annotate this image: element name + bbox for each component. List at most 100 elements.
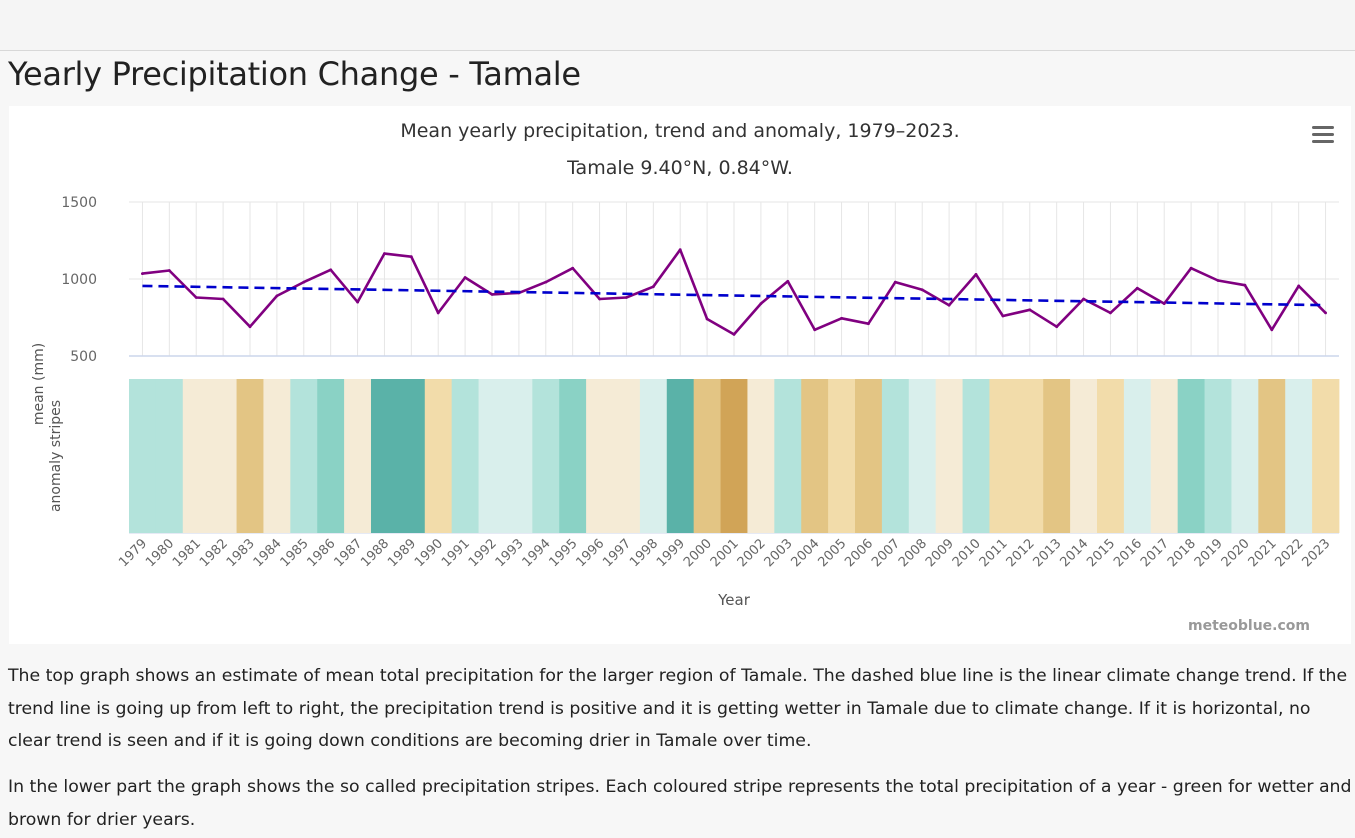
- x-tick-label: 1987: [331, 536, 365, 570]
- x-tick-label: 2001: [708, 536, 742, 570]
- anomaly-stripe-2017: [1150, 379, 1179, 533]
- x-tick-label: 2018: [1165, 536, 1199, 570]
- x-tick-label: 1997: [600, 536, 634, 570]
- mean-point-2010: [974, 273, 978, 276]
- series-layer: [141, 248, 1327, 336]
- mean-point-2015: [1109, 311, 1112, 315]
- anomaly-stripe-2021: [1258, 379, 1286, 533]
- anomaly-stripe-1996: [586, 379, 614, 533]
- mean-point-2003: [786, 279, 790, 283]
- stripes-axis-label: anomaly stripes: [48, 400, 64, 512]
- anomaly-stripe-2000: [693, 379, 721, 533]
- mean-point-2012: [1028, 308, 1032, 312]
- anomaly-stripe-2019: [1204, 379, 1232, 533]
- x-tick-label: 2015: [1084, 536, 1118, 570]
- mean-point-2013: [1055, 325, 1059, 329]
- anomaly-stripe-1988: [371, 379, 399, 533]
- x-tick-label: 2012: [1004, 536, 1038, 570]
- mean-point-1998: [651, 285, 655, 289]
- trend-line: [142, 284, 1326, 307]
- anomaly-stripe-1993: [505, 379, 533, 533]
- x-tick-label: 2003: [762, 536, 796, 570]
- mean-point-2011: [1001, 314, 1005, 318]
- y-tick-label: 1000: [61, 272, 97, 288]
- chart-subtitle: Tamale 9.40°N, 0.84°W.: [566, 157, 793, 179]
- x-tick-label: 2009: [923, 536, 957, 570]
- mean-point-2021: [1270, 328, 1274, 332]
- anomaly-stripe-2001: [720, 379, 748, 533]
- x-tick-label: 1989: [385, 536, 419, 570]
- anomaly-stripe-1992: [478, 379, 506, 533]
- y-axis-label: mean (mm): [31, 343, 47, 425]
- mean-point-1991: [463, 276, 467, 279]
- credit-link[interactable]: meteoblue.com: [1188, 618, 1310, 634]
- anomaly-stripe-2008: [908, 379, 937, 533]
- mean-point-2008: [920, 288, 924, 292]
- y-tick-label: 1500: [61, 195, 97, 211]
- mean-point-2000: [705, 317, 709, 321]
- anomaly-stripes: [129, 379, 1340, 533]
- x-tick-label: 2007: [869, 536, 903, 570]
- mean-point-1983: [248, 325, 252, 329]
- x-tick-label: 2004: [789, 536, 823, 570]
- x-tick-label: 1994: [520, 536, 554, 570]
- x-tick-label: 1995: [547, 536, 581, 570]
- x-tick-label: 2002: [735, 536, 769, 570]
- mean-point-1988: [383, 252, 386, 256]
- mean-point-1989: [409, 255, 413, 259]
- x-tick-label: 2013: [1031, 536, 1065, 570]
- chart-container: Mean yearly precipitation, trend and ano…: [9, 106, 1351, 644]
- anomaly-stripe-2016: [1123, 379, 1152, 533]
- anomaly-stripe-1989: [397, 379, 426, 533]
- x-tick-label: 2021: [1246, 536, 1280, 570]
- anomaly-stripe-2023: [1312, 379, 1340, 533]
- mean-point-2016: [1135, 286, 1139, 290]
- anomaly-stripe-1984: [263, 379, 291, 533]
- anomaly-stripe-1980: [155, 379, 184, 533]
- mean-point-2006: [867, 322, 870, 326]
- anomaly-stripe-1991: [451, 379, 479, 533]
- anomaly-stripe-1997: [613, 379, 641, 533]
- x-tick-label: 2011: [977, 536, 1011, 570]
- mean-point-1996: [598, 297, 601, 301]
- anomaly-stripe-2004: [801, 379, 829, 533]
- top-bar: [0, 0, 1355, 51]
- anomaly-stripe-1998: [639, 379, 668, 533]
- anomaly-stripe-2020: [1231, 379, 1259, 533]
- mean-point-1995: [571, 266, 575, 270]
- mean-point-2009: [947, 303, 951, 307]
- anomaly-stripe-2022: [1285, 379, 1313, 533]
- chart-menu-icon[interactable]: [1309, 123, 1337, 147]
- anomaly-stripe-2014: [1070, 379, 1098, 533]
- x-tick-label: 2017: [1138, 536, 1172, 570]
- anomaly-stripe-2013: [1043, 379, 1071, 533]
- x-tick-label: 1998: [627, 536, 661, 570]
- anomaly-stripe-1990: [424, 379, 453, 533]
- x-tick-label: 1992: [466, 536, 500, 570]
- x-tick-label: 2010: [950, 536, 984, 570]
- anomaly-stripe-2010: [962, 379, 990, 533]
- mean-point-2017: [1162, 302, 1166, 305]
- x-tick-label: 2022: [1273, 536, 1307, 570]
- anomaly-stripe-2015: [1097, 379, 1125, 533]
- x-tick-label: 1988: [358, 536, 392, 570]
- mean-point-2005: [840, 316, 843, 320]
- x-tick-label: 1999: [654, 536, 688, 570]
- mean-point-1984: [275, 294, 279, 298]
- mean-point-2002: [759, 302, 763, 305]
- x-tick-label: 1979: [116, 536, 150, 570]
- mean-point-2020: [1243, 283, 1247, 287]
- x-tick-label: 1983: [224, 536, 258, 570]
- page-title: Yearly Precipitation Change - Tamale: [8, 55, 581, 93]
- mean-point-1990: [436, 311, 440, 315]
- chart-title: Mean yearly precipitation, trend and ano…: [400, 120, 959, 142]
- anomaly-stripe-2009: [935, 379, 963, 533]
- x-tick-label: 1981: [170, 536, 204, 570]
- anomaly-stripe-2005: [828, 379, 856, 533]
- mean-point-1999: [678, 248, 682, 252]
- anomaly-stripe-1995: [559, 379, 587, 533]
- x-tick-label: 1993: [493, 536, 527, 570]
- x-axis-label: Year: [717, 591, 751, 609]
- y-tick-label: 500: [70, 349, 97, 365]
- mean-point-1997: [625, 296, 628, 299]
